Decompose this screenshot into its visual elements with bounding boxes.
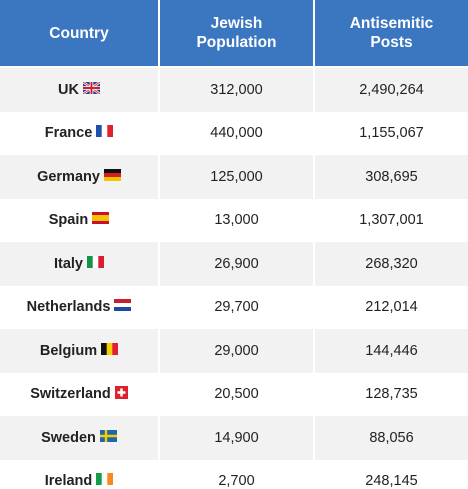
country-name: Italy	[53, 255, 83, 272]
cell-value: 26,900	[160, 242, 313, 286]
cell-value: 1,155,067	[315, 112, 468, 156]
flag-icon	[96, 473, 114, 489]
country-name: Germany	[37, 168, 100, 185]
column-header: Jewish Population	[160, 0, 313, 66]
country-name: Sweden	[41, 429, 96, 446]
country-cell: France	[0, 112, 158, 156]
cell-value: 125,000	[160, 155, 313, 199]
cell-text: 29,700	[214, 299, 259, 316]
cell-value: 440,000	[160, 112, 313, 156]
cell-text: 14,900	[214, 429, 259, 446]
flag-icon	[114, 299, 132, 315]
table-row: Spain 13,000 1,307,001	[0, 198, 468, 243]
cell-text: 88,056	[369, 429, 414, 446]
cell-value: 13,000	[160, 199, 313, 243]
flag-icon	[92, 212, 110, 228]
column-header: Antisemitic Posts	[315, 0, 468, 66]
cell-value: 268,320	[315, 242, 468, 286]
cell-value: 128,735	[315, 373, 468, 417]
country-cell: Sweden	[0, 416, 158, 460]
flag-icon	[103, 168, 121, 185]
flag-icon	[87, 255, 104, 272]
flag-icon	[114, 385, 128, 403]
flag-icon	[82, 80, 101, 98]
cell-text: 20,500	[214, 386, 259, 403]
cell-value: 2,490,264	[315, 68, 468, 112]
table-row: Belgium 29,000 144,446	[0, 329, 468, 373]
cell-text: 2,490,264	[359, 81, 424, 98]
flag-icon	[99, 429, 117, 446]
cell-text: 1,307,001	[359, 212, 424, 229]
cell-value: 20,500	[160, 373, 313, 417]
country-name: Netherlands	[26, 299, 111, 316]
cell-value: 308,695	[315, 155, 468, 199]
cell-value: 312,000	[160, 68, 313, 112]
column-divider	[313, 0, 315, 489]
country-cell: Spain	[0, 199, 158, 243]
country-cell: UK	[0, 68, 158, 112]
table-row: Italy 26,900 268,320	[0, 242, 468, 286]
cell-text: 308,695	[365, 168, 418, 185]
country-cell: Germany	[0, 155, 158, 199]
country-cell: Italy	[0, 242, 158, 286]
column-divider	[158, 0, 160, 489]
cell-value: 88,056	[315, 416, 468, 460]
table-row: UK 312,000 2,490,264	[0, 68, 468, 112]
cell-text: 212,014	[365, 299, 418, 316]
cell-value: 212,014	[315, 286, 468, 330]
country-cell: Ireland	[0, 460, 158, 489]
table-row: Switzerland 20,500 128,735	[0, 372, 468, 417]
country-name: Belgium	[39, 342, 98, 359]
flag-icon	[101, 342, 119, 359]
country-name: Spain	[48, 212, 89, 229]
cell-text: 26,900	[214, 255, 259, 272]
table-row: Netherlands 29,700 212,014	[0, 285, 468, 330]
cell-text: 268,320	[365, 255, 418, 272]
country-cell: Belgium	[0, 329, 158, 373]
cell-text: 144,446	[365, 342, 418, 359]
cell-value: 14,900	[160, 416, 313, 460]
cell-value: 144,446	[315, 329, 468, 373]
country-name: France	[44, 125, 93, 142]
cell-value: 1,307,001	[315, 199, 468, 243]
cell-value: 248,145	[315, 460, 468, 489]
cell-text: 2,700	[218, 473, 255, 489]
cell-text: 1,155,067	[359, 125, 424, 142]
cell-text: 312,000	[210, 81, 263, 98]
cell-text: 440,000	[210, 125, 263, 142]
table-row: Sweden 14,900 88,056	[0, 416, 468, 460]
cell-text: 125,000	[210, 168, 263, 185]
cell-value: 2,700	[160, 460, 313, 489]
column-header: Country	[0, 0, 158, 66]
table-row: Ireland 2,700 248,145	[0, 459, 468, 489]
cell-text: 13,000	[214, 212, 259, 229]
country-name: Switzerland	[30, 386, 111, 403]
cell-value: 29,700	[160, 286, 313, 330]
country-cell: Switzerland	[0, 373, 158, 417]
cell-text: 248,145	[365, 473, 418, 489]
table-row: Germany 125,000 308,695	[0, 155, 468, 199]
country-cell: Netherlands	[0, 286, 158, 330]
table-row: France 440,000 1,155,067	[0, 111, 468, 156]
cell-value: 29,000	[160, 329, 313, 373]
country-name: Ireland	[44, 473, 93, 489]
cell-text: 128,735	[365, 386, 418, 403]
cell-text: 29,000	[214, 342, 259, 359]
country-name: UK	[58, 81, 79, 98]
flag-icon	[96, 125, 114, 141]
